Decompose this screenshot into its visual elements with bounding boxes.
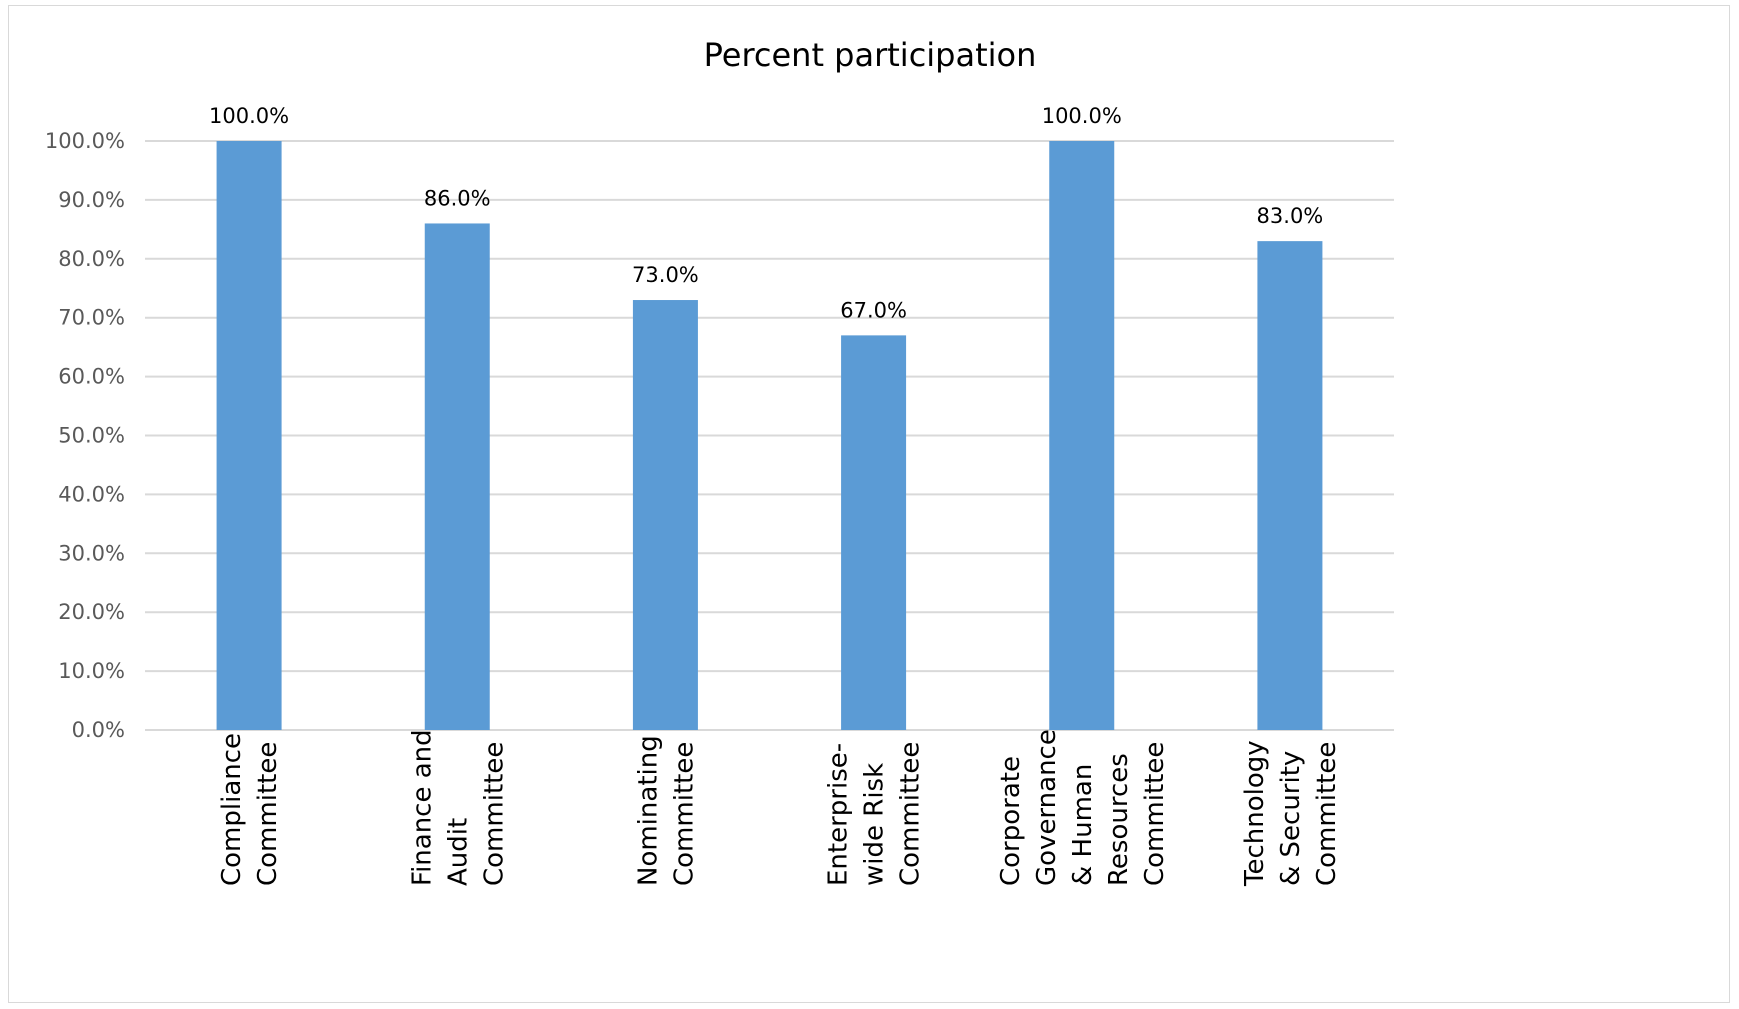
bar bbox=[216, 141, 282, 730]
y-tick-label: 70.0% bbox=[58, 306, 125, 330]
y-tick-label: 10.0% bbox=[58, 659, 125, 683]
y-tick-label: 30.0% bbox=[58, 541, 125, 565]
data-label: 86.0% bbox=[424, 186, 491, 210]
category-label-line: Committee bbox=[479, 742, 509, 886]
category-label-line: Committee bbox=[253, 742, 283, 886]
category-label-line: Governance bbox=[1032, 729, 1062, 886]
bar bbox=[1257, 241, 1323, 730]
category-label-line: Enterprise- bbox=[824, 743, 854, 886]
category-label-line: Technology bbox=[1240, 740, 1270, 887]
category-label: Nominating Committee bbox=[633, 735, 699, 886]
category-label-line: Committee bbox=[1140, 742, 1170, 886]
category-label-line: & Security bbox=[1276, 751, 1306, 886]
bar bbox=[841, 335, 907, 730]
gridlines bbox=[145, 140, 1394, 731]
category-label: Corporate Governance & Human Resources Commi… bbox=[996, 729, 1170, 886]
y-tick-label: 90.0% bbox=[58, 188, 125, 212]
y-tick-label: 80.0% bbox=[58, 247, 125, 271]
category-label-line: Committee bbox=[896, 742, 926, 886]
y-tick-label: 60.0% bbox=[58, 365, 125, 389]
category-label-line: Audit bbox=[443, 818, 473, 886]
category-label: Finance and Audit Committee bbox=[407, 729, 509, 886]
data-label: 83.0% bbox=[1257, 204, 1324, 228]
y-tick-label: 40.0% bbox=[58, 482, 125, 506]
chart-frame: Percent participation 0.0% 10.0% 20.0% 30.0… bbox=[8, 5, 1730, 1003]
bar bbox=[632, 300, 698, 730]
category-label-line: Committee bbox=[669, 742, 699, 886]
data-labels: 100.0% 86.0% 73.0% 67.0% 100.0% 83.0% bbox=[209, 104, 1323, 322]
data-label: 73.0% bbox=[632, 263, 699, 287]
category-labels: Compliance Committee Finance and Audit Commi… bbox=[217, 729, 1342, 887]
category-label-line: wide Risk bbox=[860, 763, 890, 886]
category-label-line: Corporate bbox=[996, 756, 1026, 886]
bar bbox=[1049, 141, 1115, 730]
category-label-line: Compliance bbox=[217, 733, 247, 886]
y-tick-label: 0.0% bbox=[72, 718, 125, 742]
data-label: 100.0% bbox=[209, 104, 289, 128]
data-label: 67.0% bbox=[840, 298, 907, 322]
y-tick-label: 20.0% bbox=[58, 600, 125, 624]
category-label-line: & Human bbox=[1068, 764, 1098, 886]
category-label-line: Committee bbox=[1312, 742, 1342, 886]
bar-chart: Percent participation 0.0% 10.0% 20.0% 30.0… bbox=[45, 36, 1394, 887]
bars bbox=[216, 141, 1323, 730]
category-label: Compliance Committee bbox=[217, 733, 283, 886]
chart-title: Percent participation bbox=[704, 36, 1037, 74]
y-tick-label: 50.0% bbox=[58, 424, 125, 448]
category-label-line: Finance and bbox=[407, 729, 437, 886]
category-label: Technology & Security Committee bbox=[1240, 740, 1342, 887]
category-label: Enterprise-wide Risk Committee bbox=[824, 742, 926, 886]
data-label: 100.0% bbox=[1042, 104, 1122, 128]
y-axis-tick-labels: 0.0% 10.0% 20.0% 30.0% 40.0% 50.0% 60.0% 70.0% 8… bbox=[45, 129, 125, 742]
category-label-line: Resources bbox=[1104, 753, 1134, 886]
bar bbox=[424, 223, 490, 730]
category-label-line: Nominating bbox=[633, 735, 663, 886]
y-tick-label: 100.0% bbox=[45, 129, 125, 153]
